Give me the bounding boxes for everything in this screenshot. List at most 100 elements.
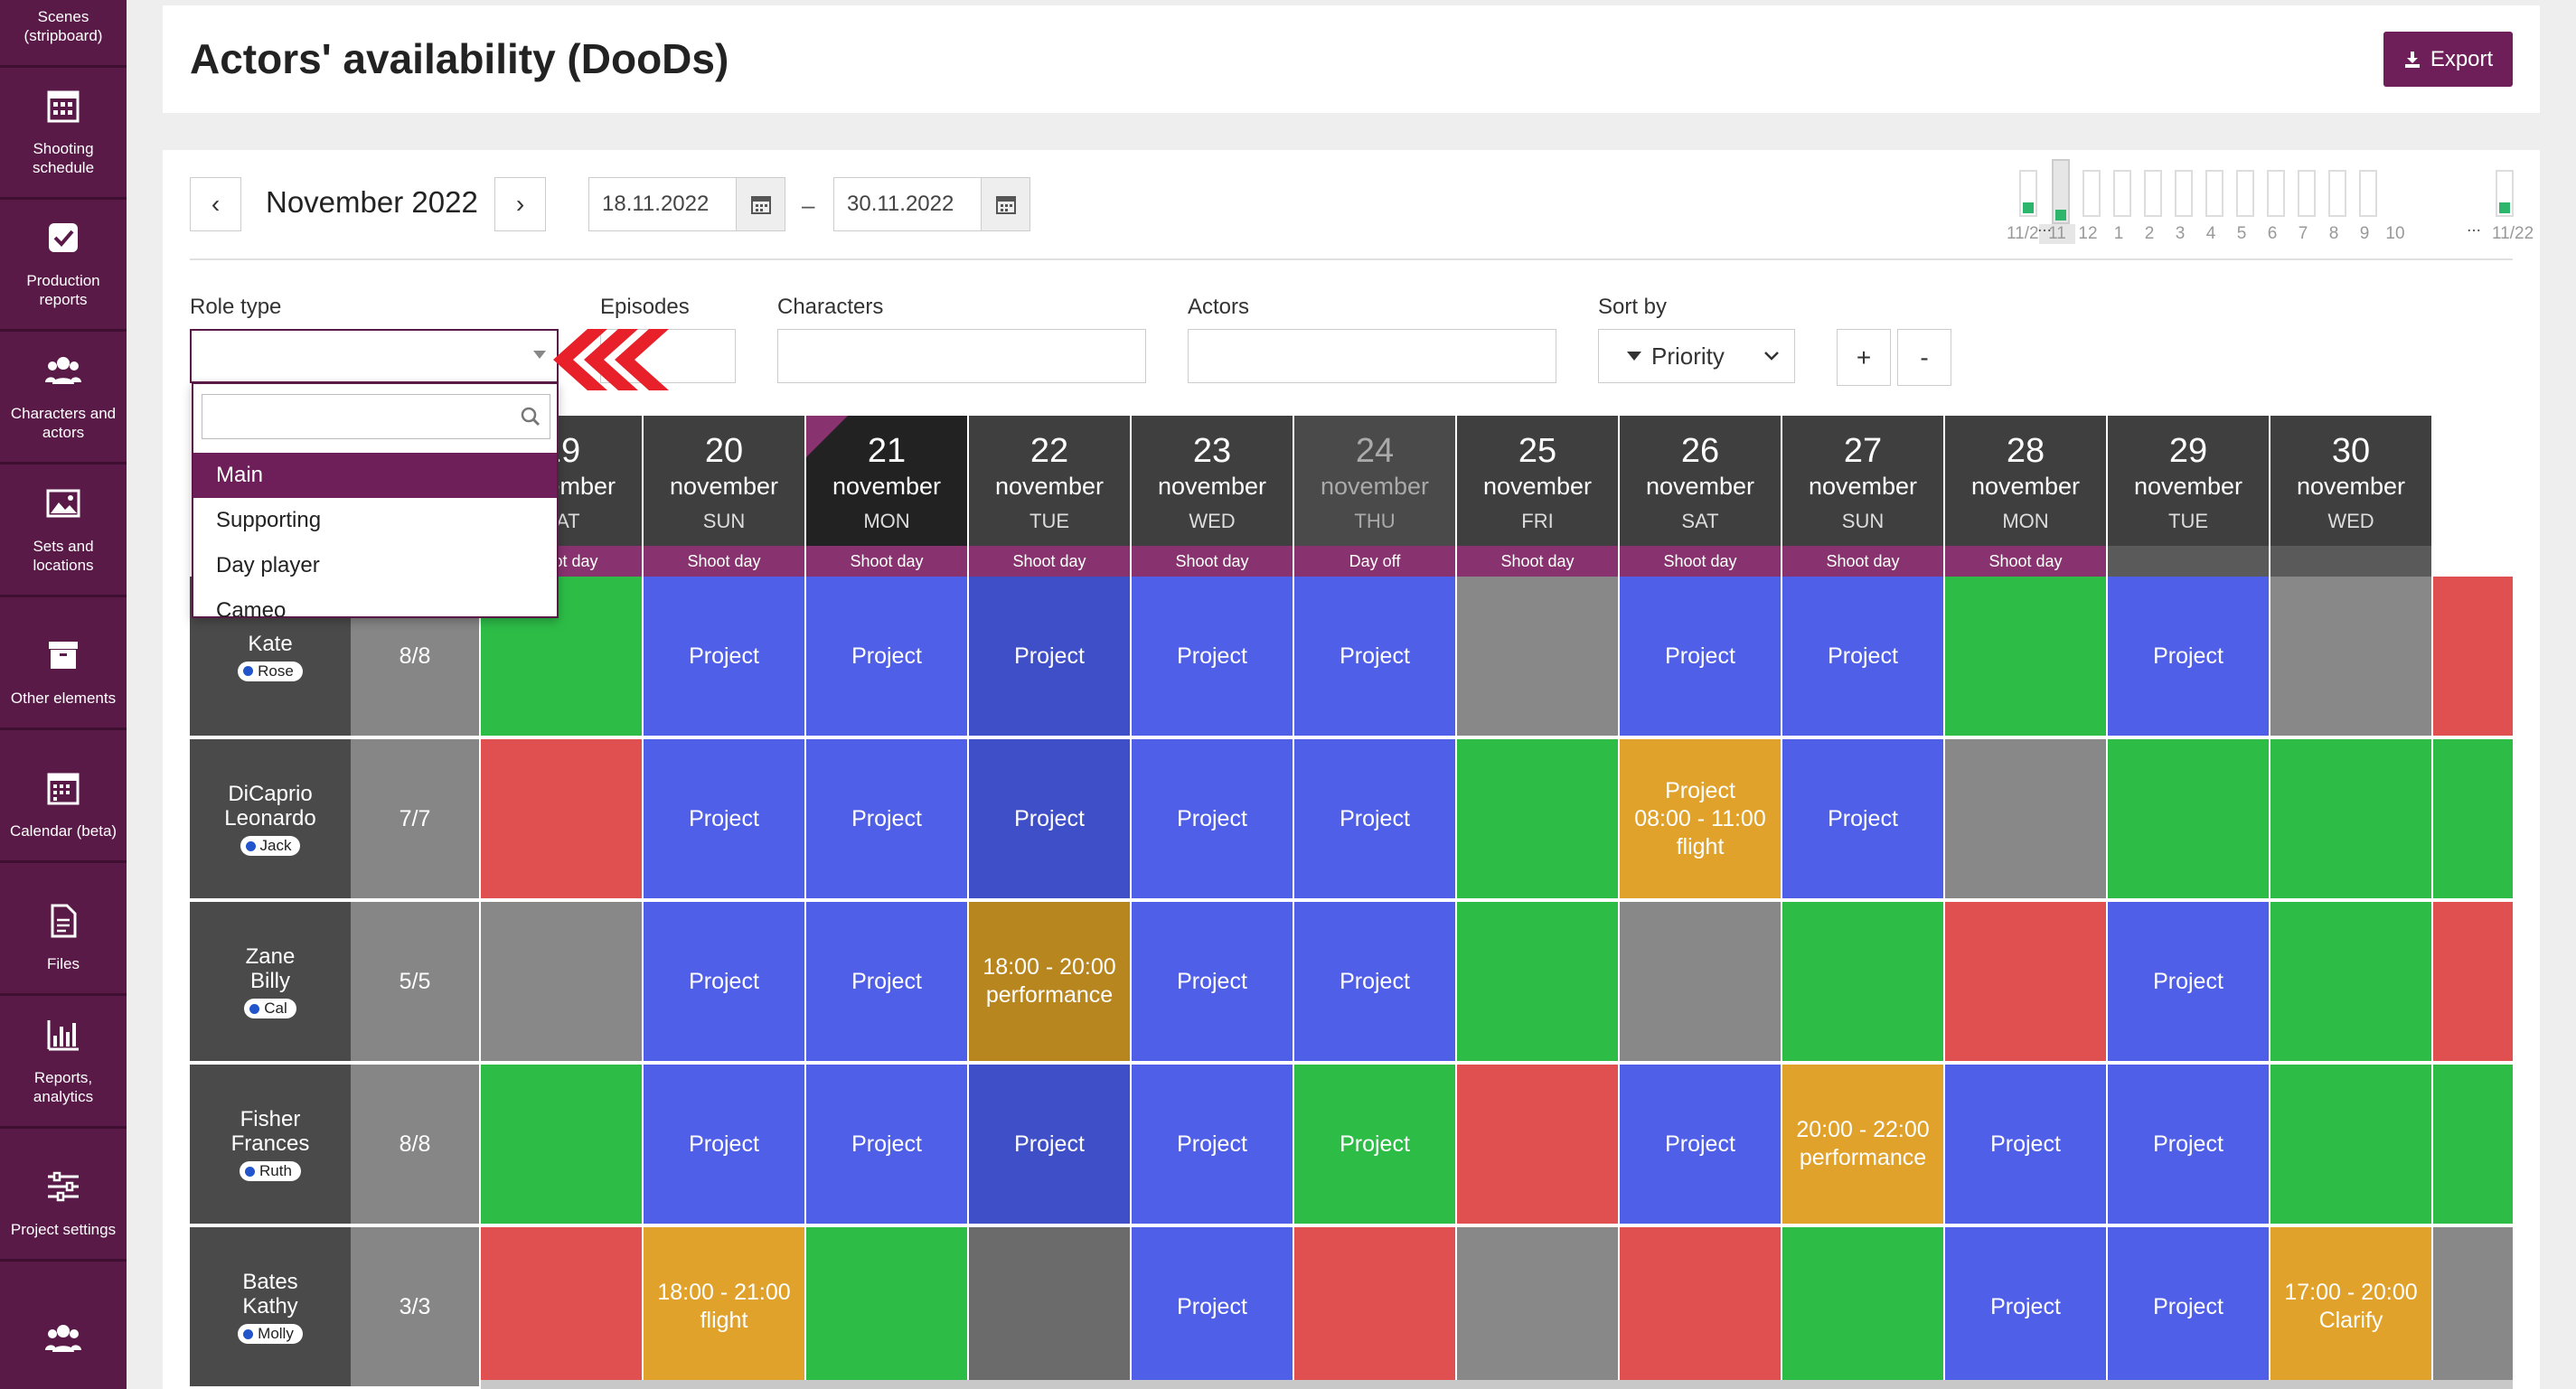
- sidebar-item-team[interactable]: [0, 1262, 127, 1389]
- sidebar-item-scenes[interactable]: Scenes (stripboard): [0, 0, 127, 68]
- availability-cell[interactable]: [1782, 902, 1945, 1063]
- availability-cell[interactable]: Project: [644, 577, 806, 737]
- sidebar-item-shooting[interactable]: Shooting schedule: [0, 68, 127, 200]
- mini-day-bar[interactable]: [2298, 170, 2316, 217]
- availability-cell[interactable]: Project: [1294, 1065, 1457, 1225]
- availability-cell[interactable]: [1457, 1065, 1620, 1225]
- availability-cell[interactable]: Project: [1294, 902, 1457, 1063]
- availability-cell[interactable]: [2433, 739, 2513, 900]
- date-to-field[interactable]: 30.11.2022: [833, 177, 1030, 231]
- availability-cell[interactable]: [1945, 577, 2108, 737]
- availability-cell[interactable]: Project: [1132, 1227, 1294, 1388]
- availability-cell[interactable]: Project: [806, 577, 969, 737]
- day-header[interactable]: 29 november TUE: [2108, 416, 2270, 546]
- availability-cell[interactable]: [1945, 739, 2108, 900]
- availability-cell[interactable]: [2270, 739, 2433, 900]
- availability-cell[interactable]: [1457, 577, 1620, 737]
- availability-cell[interactable]: [2270, 902, 2433, 1063]
- availability-cell[interactable]: Project: [806, 739, 969, 900]
- availability-cell[interactable]: 18:00 - 21:00 flight: [644, 1227, 806, 1388]
- mini-day-bar[interactable]: [2496, 170, 2514, 217]
- availability-cell[interactable]: [2433, 577, 2513, 737]
- availability-cell[interactable]: Project: [644, 902, 806, 1063]
- availability-cell[interactable]: Project: [1782, 739, 1945, 900]
- availability-cell[interactable]: [969, 1227, 1132, 1388]
- availability-cell[interactable]: [2433, 1227, 2513, 1388]
- availability-cell[interactable]: Project: [806, 902, 969, 1063]
- horizontal-scrollbar[interactable]: [481, 1380, 2513, 1389]
- actor-cell[interactable]: Zane Billy Cal: [190, 902, 351, 1063]
- day-header[interactable]: 27 november SUN: [1782, 416, 1945, 546]
- availability-cell[interactable]: Project: [2108, 577, 2270, 737]
- mini-day-bar[interactable]: [2175, 170, 2193, 217]
- mini-day-bar[interactable]: [2359, 170, 2377, 217]
- availability-cell[interactable]: Project: [1132, 739, 1294, 900]
- availability-cell[interactable]: Project: [1132, 577, 1294, 737]
- mini-day-bar[interactable]: [2267, 170, 2285, 217]
- availability-cell[interactable]: [2433, 1065, 2513, 1225]
- availability-cell[interactable]: Project: [644, 1065, 806, 1225]
- availability-cell[interactable]: 18:00 - 20:00 performance: [969, 902, 1132, 1063]
- role-type-select[interactable]: [190, 329, 559, 383]
- availability-cell[interactable]: Project: [1945, 1227, 2108, 1388]
- mini-day-bar[interactable]: [2052, 159, 2070, 224]
- role-option-main[interactable]: Main: [193, 453, 557, 498]
- availability-cell[interactable]: [2108, 739, 2270, 900]
- calendar-icon[interactable]: [736, 178, 785, 230]
- availability-cell[interactable]: Project 08:00 - 11:00 flight: [1620, 739, 1782, 900]
- sidebar-item-production[interactable]: Production reports: [0, 200, 127, 332]
- availability-cell[interactable]: 20:00 - 22:00 performance: [1782, 1065, 1945, 1225]
- availability-cell[interactable]: [2270, 577, 2433, 737]
- mini-day-bar[interactable]: [2205, 170, 2223, 217]
- availability-cell[interactable]: [1457, 902, 1620, 1063]
- sidebar-item-files[interactable]: Files: [0, 864, 127, 996]
- day-header[interactable]: 23 november WED: [1132, 416, 1294, 546]
- day-header[interactable]: 21 november MON: [806, 416, 969, 546]
- prev-month-button[interactable]: ‹: [190, 177, 241, 231]
- sidebar-item-characters[interactable]: Characters and actors: [0, 333, 127, 465]
- availability-cell[interactable]: Project: [1132, 1065, 1294, 1225]
- mini-day-bar[interactable]: [2144, 170, 2162, 217]
- availability-cell[interactable]: [2270, 1065, 2433, 1225]
- dropdown-search-input[interactable]: [202, 394, 550, 439]
- actor-cell[interactable]: DiCaprio Leonardo Jack: [190, 739, 351, 900]
- availability-cell[interactable]: Project: [2108, 1065, 2270, 1225]
- day-header[interactable]: 22 november TUE: [969, 416, 1132, 546]
- zoom-out-button[interactable]: -: [1897, 329, 1951, 386]
- availability-cell[interactable]: [481, 739, 644, 900]
- availability-cell[interactable]: Project: [969, 577, 1132, 737]
- availability-cell[interactable]: [1782, 1227, 1945, 1388]
- availability-cell[interactable]: [481, 1065, 644, 1225]
- availability-cell[interactable]: Project: [1620, 577, 1782, 737]
- actor-cell[interactable]: Fisher Frances Ruth: [190, 1065, 351, 1225]
- availability-cell[interactable]: Project: [1782, 577, 1945, 737]
- mini-day-bar[interactable]: [2328, 170, 2346, 217]
- day-header[interactable]: 28 november MON: [1945, 416, 2108, 546]
- availability-cell[interactable]: Project: [969, 739, 1132, 900]
- availability-cell[interactable]: [481, 902, 644, 1063]
- next-month-button[interactable]: ›: [494, 177, 546, 231]
- availability-cell[interactable]: 17:00 - 20:00 Clarify: [2270, 1227, 2433, 1388]
- sidebar-item-other[interactable]: Other elements: [0, 598, 127, 730]
- availability-cell[interactable]: [806, 1227, 969, 1388]
- availability-cell[interactable]: [1945, 902, 2108, 1063]
- sidebar-item-reports[interactable]: Reports, analytics: [0, 997, 127, 1129]
- availability-cell[interactable]: Project: [969, 1065, 1132, 1225]
- characters-field[interactable]: [777, 329, 1146, 383]
- availability-cell[interactable]: Project: [1294, 739, 1457, 900]
- availability-cell[interactable]: Project: [1945, 1065, 2108, 1225]
- month-overview-strip[interactable]: 11/22 11 12 1 2 3 4 5 6 7 8 9 10 11/22......: [2007, 159, 2534, 249]
- availability-cell[interactable]: [481, 1227, 644, 1388]
- availability-cell[interactable]: Project: [644, 739, 806, 900]
- day-header[interactable]: 30 november WED: [2270, 416, 2433, 546]
- availability-cell[interactable]: Project: [1620, 1065, 1782, 1225]
- mini-day-bar[interactable]: [2082, 170, 2101, 217]
- actor-cell[interactable]: Bates Kathy Molly: [190, 1227, 351, 1388]
- zoom-in-button[interactable]: +: [1837, 329, 1891, 386]
- role-option-cameo[interactable]: Cameo: [216, 598, 287, 623]
- day-header[interactable]: 26 november SAT: [1620, 416, 1782, 546]
- availability-cell[interactable]: [1294, 1227, 1457, 1388]
- availability-cell[interactable]: [2433, 902, 2513, 1063]
- role-option-day-player[interactable]: Day player: [216, 553, 320, 577]
- availability-cell[interactable]: Project: [1132, 902, 1294, 1063]
